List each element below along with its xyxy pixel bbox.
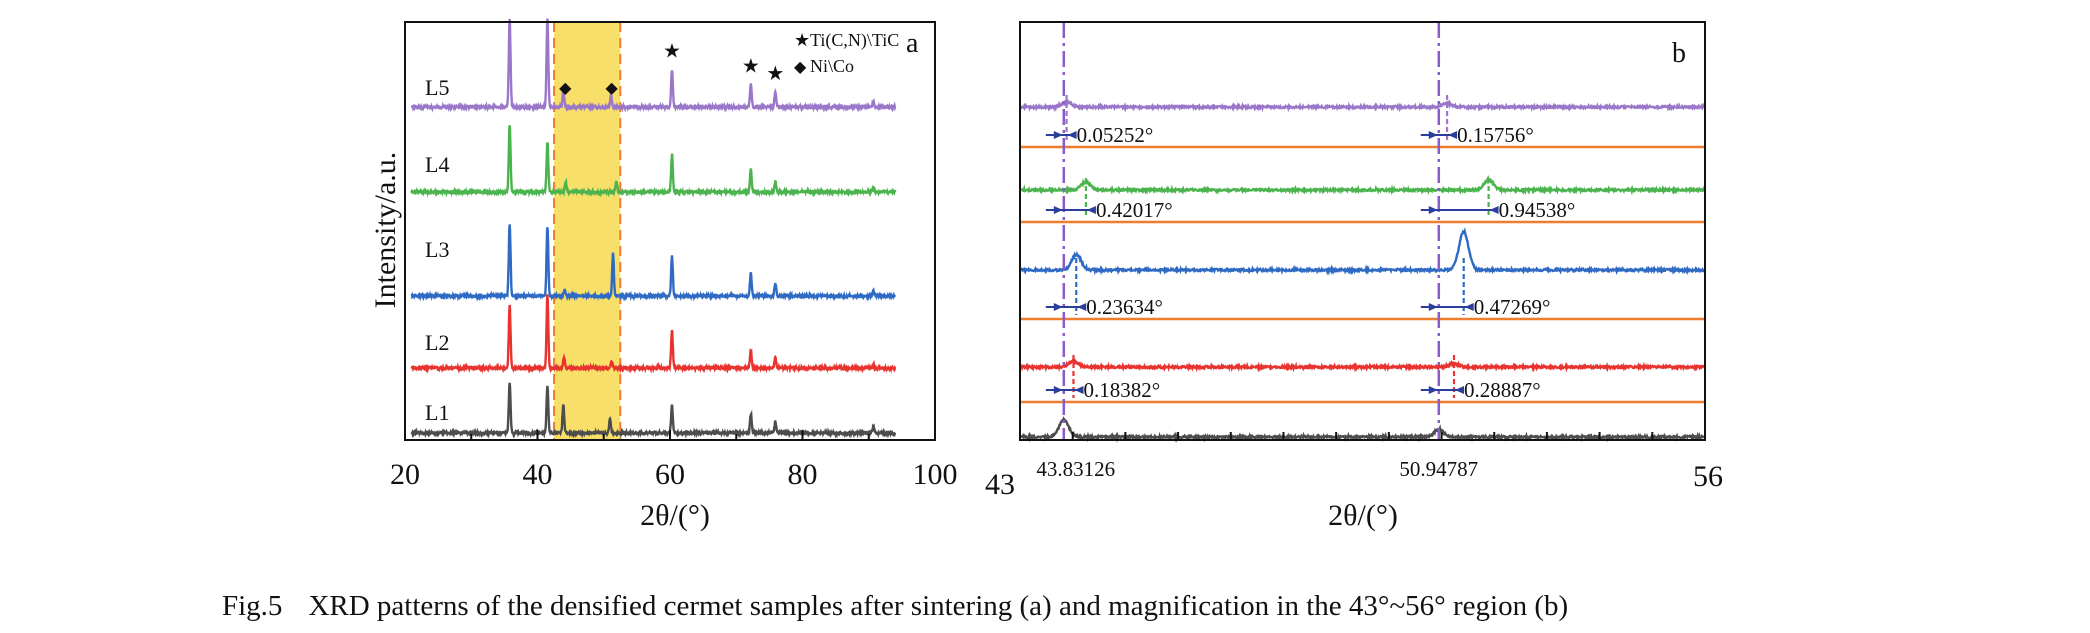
series-label-l1: L1 [425, 400, 449, 425]
x-tick-label: 100 [913, 458, 958, 491]
shift-arrowhead-left [1074, 386, 1084, 394]
series-label-l2: L2 [425, 330, 449, 355]
shift-arrowhead-left [1489, 206, 1499, 214]
shift-arrowhead-left [1464, 303, 1474, 311]
xrd-trace-l3 [410, 224, 897, 302]
magnified-trace-l1 [1020, 416, 1706, 443]
shift-value-label: 0.94538° [1499, 198, 1576, 222]
panel-a-y-axis-label: Intensity/a.u. [369, 152, 402, 309]
series-label-l5: L5 [425, 75, 449, 100]
shift-arrowhead-right [1053, 303, 1063, 311]
series-label-l3: L3 [425, 237, 449, 262]
panel-b-label: b [1672, 38, 1686, 69]
xrd-trace-l2 [410, 294, 897, 374]
xrd-trace-l1 [410, 382, 897, 439]
x-tick-label: 60 [655, 458, 685, 491]
ticn-peak-marker: ★ [766, 63, 784, 85]
shift-value-label: 0.28887° [1464, 378, 1541, 402]
x-tick-label: 20 [390, 458, 420, 491]
ticn-peak-marker: ★ [663, 41, 681, 63]
reference-label-2: 50.94787 [1399, 457, 1478, 481]
nico-peak-marker: ◆ [606, 80, 619, 97]
shift-value-label: 0.23634° [1086, 295, 1163, 319]
panel-a-label: a [906, 28, 919, 59]
shift-arrowhead-left [1067, 131, 1077, 139]
shift-arrowhead-right [1428, 131, 1438, 139]
xrd-trace-l4 [410, 125, 897, 198]
shift-arrowhead-left [1077, 303, 1087, 311]
panel-b-x-max-label: 56 [1693, 460, 1723, 493]
highlight-region [554, 22, 621, 440]
x-tick-label: 40 [523, 458, 553, 491]
panel-b-frame [1019, 21, 1706, 441]
shift-value-label: 0.42017° [1096, 198, 1173, 222]
panel-a-x-axis-label: 2θ/(°) [640, 499, 710, 532]
legend-diamond-symbol: ◆ [794, 59, 807, 76]
panel-b-x-axis-label: 2θ/(°) [1328, 499, 1398, 532]
magnified-trace-l5 [1020, 98, 1706, 113]
peak-markers: ★★★★★◆◆ [559, 41, 784, 98]
shift-value-label: 0.05252° [1077, 123, 1154, 147]
shift-arrowhead-right [1428, 206, 1438, 214]
panel-b-x-min-label: 43 [985, 468, 1015, 501]
shift-arrowhead-right [1428, 303, 1438, 311]
reference-lines [1062, 22, 1441, 440]
figure-number: Fig.5 [222, 590, 283, 622]
ticn-peak-marker: ★ [742, 56, 760, 78]
magnified-trace-l2 [1020, 358, 1705, 373]
series-label-l4: L4 [425, 152, 449, 177]
figure-caption: Fig.5 XRD patterns of the densified cerme… [222, 590, 1568, 623]
legend: ★ Ti(C,N)\TiC ◆ Ni\Co [794, 30, 899, 76]
x-tick-label: 80 [788, 458, 818, 491]
legend-star-symbol: ★ [794, 30, 810, 50]
shift-annotations: 0.18382° 0.28887° 0.23634° 0.47269° 0.42017°… [1045, 95, 1576, 402]
shift-arrowhead-right [1053, 131, 1063, 139]
panel-a-x-ticks: 20 40 60 80 100 [390, 430, 958, 491]
shift-arrowhead-right [1428, 386, 1438, 394]
magnified-trace-l4 [1020, 174, 1705, 196]
shift-arrowhead-left [1455, 386, 1465, 394]
shift-arrowhead-right [1053, 386, 1063, 394]
panel-b-baselines [1020, 145, 1705, 404]
reference-label-1: 43.83126 [1036, 457, 1115, 481]
legend-nico-label: Ni\Co [810, 56, 854, 76]
shift-arrowhead-left [1086, 206, 1096, 214]
shift-value-label: 0.15756° [1457, 123, 1534, 147]
panel-b: 0.18382° 0.28887° 0.23634° 0.47269° 0.42017°… [985, 21, 1723, 532]
legend-ticn-label: Ti(C,N)\TiC [810, 30, 899, 51]
shift-arrowhead-right [1053, 206, 1063, 214]
shift-value-label: 0.47269° [1474, 295, 1551, 319]
xrd-trace-l5 [410, 18, 897, 113]
panel-a-traces: L1 L2 L3 L4 L5 [410, 18, 897, 439]
figure-caption-text: XRD patterns of the densified cermet sam… [308, 590, 1569, 622]
magnified-trace-l3 [1020, 227, 1706, 276]
shift-value-label: 0.18382° [1083, 378, 1160, 402]
panel-b-x-ticks [1019, 432, 1706, 440]
shift-arrowhead-left [1448, 131, 1458, 139]
panel-b-traces [1020, 98, 1706, 443]
nico-peak-marker: ◆ [559, 80, 572, 97]
